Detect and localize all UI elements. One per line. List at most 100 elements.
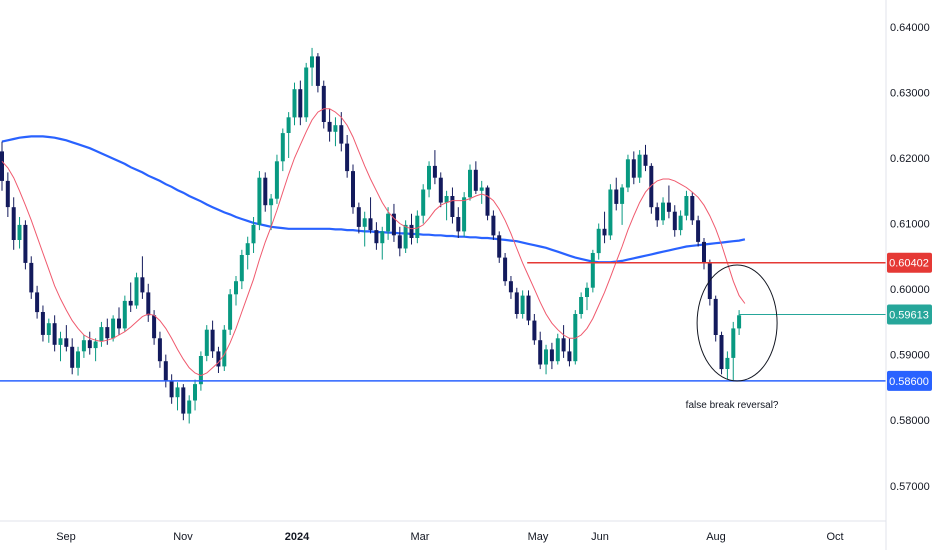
candle-body: [11, 207, 16, 240]
candle-body: [608, 189, 613, 236]
candle: [391, 203, 396, 242]
candle: [690, 192, 695, 225]
candle-body: [122, 300, 127, 329]
candle-body: [456, 217, 461, 232]
candle-body: [17, 224, 22, 240]
candle: [327, 108, 332, 142]
candle: [76, 346, 80, 376]
candle: [614, 177, 619, 211]
candle-body: [590, 253, 595, 288]
candle: [380, 226, 385, 260]
candle: [549, 342, 554, 370]
candle-body: [105, 327, 110, 339]
candle: [52, 315, 57, 352]
candle-body: [76, 351, 80, 368]
candle: [99, 321, 104, 347]
ma-slow-layer: [1, 135, 746, 264]
candle: [93, 338, 98, 362]
candle: [462, 192, 467, 237]
candle: [29, 256, 34, 299]
candle: [5, 172, 10, 217]
last-price-tag: [887, 304, 932, 325]
candle: [245, 236, 250, 270]
candle-body: [514, 292, 519, 314]
candle: [555, 333, 560, 365]
y-tick-label: 0.64000: [890, 22, 930, 34]
candle-body: [573, 314, 578, 362]
candle-body: [269, 198, 274, 206]
candle: [111, 315, 116, 342]
candle: [637, 150, 642, 183]
candle: [672, 205, 677, 237]
candle: [351, 164, 355, 214]
candle-body: [602, 228, 607, 236]
candle: [40, 305, 45, 342]
candle: [17, 217, 22, 249]
candle: [374, 222, 379, 250]
candle: [222, 325, 227, 371]
x-tick-label: May: [528, 531, 549, 543]
candle: [333, 117, 338, 147]
candle-body: [274, 161, 279, 199]
candle-body: [544, 349, 548, 365]
candle-body: [193, 384, 197, 401]
candle: [508, 276, 513, 299]
candle: [438, 172, 443, 208]
candle: [169, 374, 174, 404]
candle-body: [204, 329, 209, 356]
candle-body: [444, 196, 449, 203]
candle: [444, 190, 449, 221]
candle-body: [81, 340, 86, 352]
candle: [70, 338, 75, 375]
candle-body: [29, 262, 34, 293]
y-tick-label: 0.62000: [890, 153, 930, 165]
candle: [666, 185, 671, 219]
candle-body: [298, 89, 303, 118]
candle-body: [690, 196, 695, 221]
candle: [239, 249, 244, 290]
candle: [719, 331, 724, 375]
candle-body: [503, 257, 508, 282]
candle: [140, 256, 145, 299]
x-axis[interactable]: Sep Nov 2024 Mar May Jun Aug Oct: [56, 531, 843, 543]
candle: [356, 202, 361, 234]
candle: [210, 320, 215, 358]
candle-body: [128, 300, 133, 306]
candle-body: [386, 213, 391, 232]
candle-body: [655, 207, 660, 221]
ma-fast-layer: [1, 108, 746, 377]
x-tick-label: 2024: [285, 531, 310, 543]
candle-body: [310, 56, 314, 68]
candle: [81, 335, 86, 358]
candle: [286, 112, 291, 158]
candle: [468, 164, 472, 201]
y-tick-label: 0.57000: [890, 481, 930, 493]
candle-body: [146, 292, 151, 316]
candle: [450, 187, 455, 224]
candle-body: [257, 177, 262, 225]
candle: [421, 184, 426, 224]
candle-body: [549, 349, 554, 362]
candle-body: [140, 277, 145, 293]
candle-body: [614, 189, 619, 204]
candle-body: [473, 169, 478, 191]
candle: [234, 276, 238, 306]
candle-body: [234, 281, 238, 295]
candle-body: [391, 213, 396, 236]
candle: [274, 154, 279, 204]
candle-body: [263, 177, 268, 206]
candle-body: [526, 295, 531, 321]
candle: [280, 128, 285, 172]
candle: [503, 253, 508, 286]
candle-body: [210, 329, 215, 352]
candle: [573, 310, 578, 365]
y-axis[interactable]: 0.64000 0.63000 0.62000 0.61000 0.60000 0.590…: [890, 22, 930, 493]
candle: [310, 47, 314, 86]
candle: [538, 331, 543, 370]
candle-body: [40, 312, 45, 335]
candle-body: [175, 387, 180, 398]
candle-body: [374, 230, 379, 244]
